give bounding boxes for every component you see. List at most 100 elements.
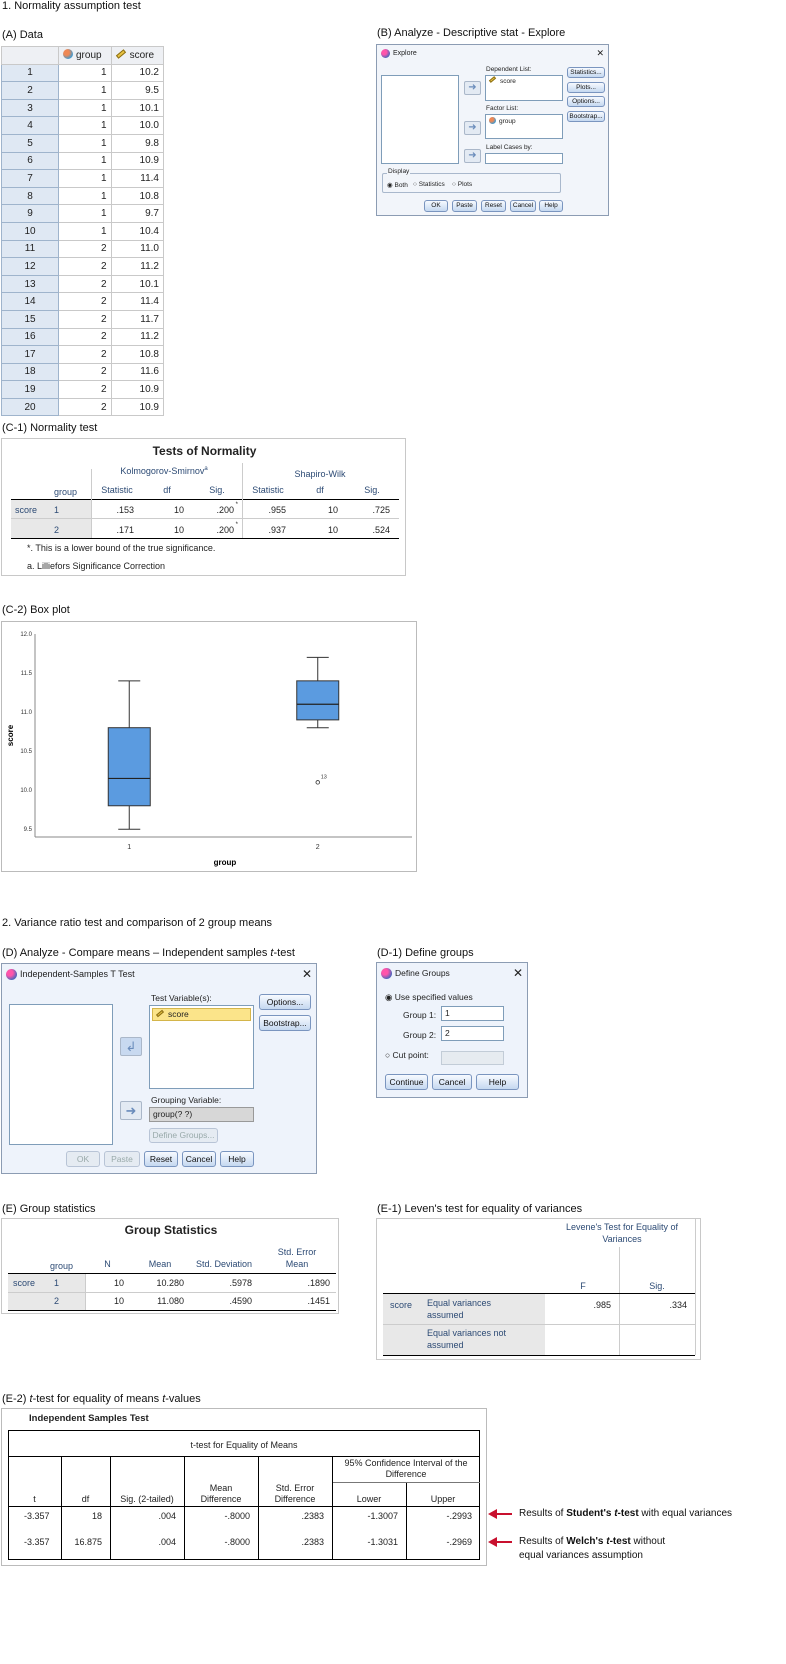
cell-group[interactable]: 1 [58,221,112,241]
cell-score[interactable]: 10.0 [110,116,165,135]
move-test-var-arrow-icon[interactable]: ↲ [120,1037,142,1056]
row-number[interactable]: 20 [1,397,59,417]
help-button[interactable]: Help [220,1151,254,1167]
row-number[interactable]: 10 [1,221,59,241]
cell-group[interactable]: 1 [58,81,112,100]
cell-group[interactable]: 2 [58,292,112,311]
test-var-item[interactable]: score [152,1008,251,1021]
cell-group[interactable]: 2 [58,345,112,364]
close-icon[interactable]: ✕ [596,47,604,58]
group2-input[interactable]: 2 [441,1026,504,1041]
radio-plots[interactable]: ○ Plots [452,181,473,188]
ttest-source-list[interactable] [9,1004,113,1145]
cell-group[interactable]: 2 [58,362,112,382]
plots-button[interactable]: Plots... [567,82,605,93]
row-number[interactable]: 19 [1,380,59,399]
row-number[interactable]: 2 [1,81,59,100]
cell-score[interactable]: 11.7 [110,309,165,329]
cell-score[interactable]: 10.8 [110,186,165,206]
cell-score[interactable]: 11.2 [110,257,165,276]
close-icon[interactable]: ✕ [512,966,523,980]
table-row[interactable]: 12 2 11.2 [1,257,165,276]
dependent-list[interactable]: score [485,75,563,101]
move-factor-arrow-icon[interactable]: ➜ [464,121,481,135]
table-row[interactable]: 20 2 10.9 [1,397,165,417]
cancel-button[interactable]: Cancel [510,200,536,212]
bootstrap-button[interactable]: Bootstrap... [259,1015,311,1031]
table-row[interactable]: 17 2 10.8 [1,345,165,364]
cell-score[interactable]: 11.0 [110,239,165,259]
cell-score[interactable]: 11.6 [110,362,165,382]
table-row[interactable]: 18 2 11.6 [1,362,165,382]
paste-button[interactable]: Paste [104,1151,140,1167]
radio-both[interactable]: ◉ Both [387,182,408,189]
cell-score[interactable]: 10.9 [110,380,165,399]
row-number[interactable]: 15 [1,309,59,329]
row-number[interactable]: 3 [1,98,59,118]
help-button[interactable]: Help [539,200,563,212]
define-groups-button[interactable]: Define Groups... [149,1128,218,1143]
cut-point-input[interactable] [441,1051,504,1065]
row-number[interactable]: 4 [1,116,59,135]
options-button[interactable]: Options... [567,96,605,107]
cell-group[interactable]: 2 [58,239,112,259]
ok-button[interactable]: OK [66,1151,100,1167]
cell-group[interactable]: 1 [58,204,112,223]
label-cases-field[interactable] [485,153,563,164]
cell-score[interactable]: 11.2 [110,327,165,347]
cancel-button[interactable]: Cancel [432,1074,472,1090]
reset-button[interactable]: Reset [144,1151,178,1167]
row-number[interactable]: 1 [1,63,59,83]
cell-group[interactable]: 1 [58,98,112,118]
row-number[interactable]: 7 [1,169,59,188]
table-row[interactable]: 11 2 11.0 [1,239,165,259]
dependent-item[interactable]: score [488,76,516,85]
table-row[interactable]: 3 1 10.1 [1,98,165,118]
factor-list[interactable]: group [485,114,563,139]
table-row[interactable]: 7 1 11.4 [1,169,165,188]
statistics-button[interactable]: Statistics... [567,67,605,78]
options-button[interactable]: Options... [259,994,311,1010]
col-header-score[interactable]: score [110,46,165,65]
ok-button[interactable]: OK [424,200,448,212]
paste-button[interactable]: Paste [452,200,477,212]
cell-group[interactable]: 2 [58,327,112,347]
cell-score[interactable]: 9.8 [110,133,165,153]
row-number[interactable]: 12 [1,257,59,276]
row-number[interactable]: 6 [1,151,59,171]
table-row[interactable]: 2 1 9.5 [1,81,165,100]
cell-score[interactable]: 10.2 [110,63,165,83]
row-number[interactable]: 14 [1,292,59,311]
row-number[interactable]: 13 [1,274,59,294]
table-row[interactable]: 4 1 10.0 [1,116,165,135]
cell-score[interactable]: 10.4 [110,221,165,241]
cell-score[interactable]: 10.8 [110,345,165,364]
cell-group[interactable]: 2 [58,274,112,294]
row-number[interactable]: 17 [1,345,59,364]
cancel-button[interactable]: Cancel [182,1151,216,1167]
factor-item[interactable]: group [489,117,516,125]
cell-score[interactable]: 10.9 [110,397,165,417]
cell-score[interactable]: 9.5 [110,81,165,100]
cell-group[interactable]: 1 [58,116,112,135]
table-row[interactable]: 1 1 10.2 [1,63,165,83]
row-number[interactable]: 11 [1,239,59,259]
cell-group[interactable]: 1 [58,133,112,153]
table-row[interactable]: 5 1 9.8 [1,133,165,153]
row-number[interactable]: 5 [1,133,59,153]
cell-group[interactable]: 1 [58,151,112,171]
cell-group[interactable]: 2 [58,309,112,329]
cell-score[interactable]: 11.4 [110,169,165,188]
row-number[interactable]: 8 [1,186,59,206]
table-row[interactable]: 19 2 10.9 [1,380,165,399]
radio-statistics[interactable]: ○ Statistics [413,181,445,188]
radio-use-specified[interactable]: ◉ Use specified values [385,992,473,1002]
cell-group[interactable]: 2 [58,397,112,417]
move-grouping-arrow-icon[interactable]: ➜ [120,1101,142,1120]
cell-score[interactable]: 11.4 [110,292,165,311]
table-row[interactable]: 8 1 10.8 [1,186,165,206]
row-number[interactable]: 16 [1,327,59,347]
cell-group[interactable]: 1 [58,169,112,188]
table-row[interactable]: 10 1 10.4 [1,221,165,241]
cell-score[interactable]: 10.9 [110,151,165,171]
